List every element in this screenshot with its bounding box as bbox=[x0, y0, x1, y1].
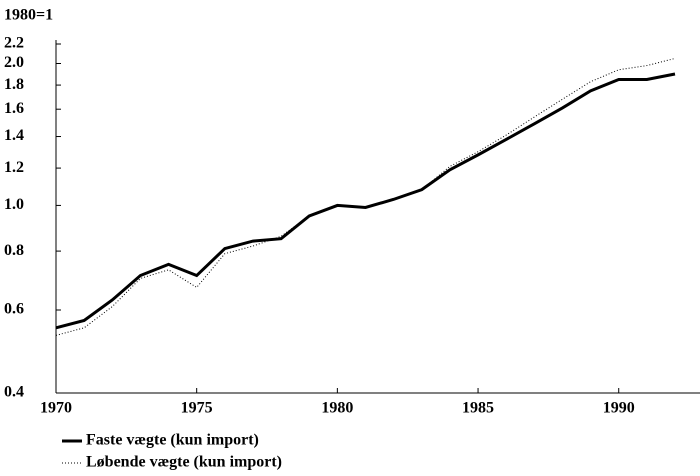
y-tick-label: 2.2 bbox=[4, 35, 24, 52]
x-tick-label: 1970 bbox=[40, 400, 72, 417]
x-tick-label: 1975 bbox=[181, 400, 213, 417]
y-axis-label: 1980=1 bbox=[4, 7, 53, 24]
x-tick-label: 1985 bbox=[462, 400, 494, 417]
x-tick-label: 1990 bbox=[603, 400, 635, 417]
series-line bbox=[55, 72, 676, 330]
y-tick-label: 0.6 bbox=[4, 301, 24, 318]
y-tick-label: 2.0 bbox=[4, 54, 24, 71]
x-tick-label: 1980 bbox=[321, 400, 353, 417]
series-line bbox=[55, 57, 676, 336]
y-tick-label: 0.4 bbox=[4, 384, 24, 401]
y-tick-label: 1.0 bbox=[4, 196, 24, 213]
y-tick-label: 1.8 bbox=[4, 76, 24, 93]
legend-label: Faste vægte (kun import) bbox=[86, 432, 259, 449]
y-tick-label: 1.4 bbox=[4, 127, 24, 144]
y-tick-label: 1.6 bbox=[4, 100, 24, 117]
legend-label: Løbende vægte (kun import) bbox=[86, 454, 282, 471]
y-tick-label: 0.8 bbox=[4, 242, 24, 259]
y-tick-label: 1.2 bbox=[4, 159, 24, 176]
